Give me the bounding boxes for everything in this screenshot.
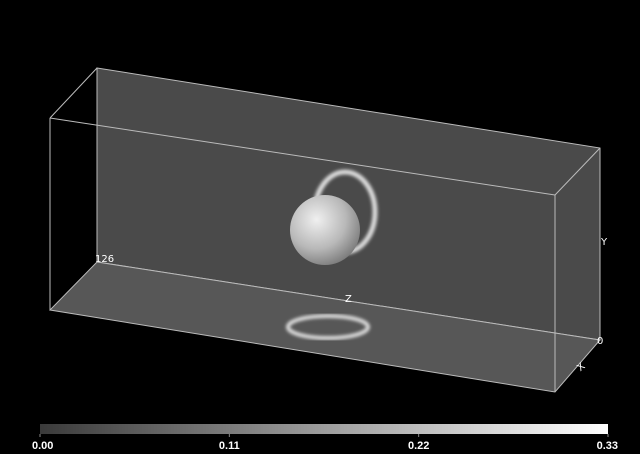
axis-label: 126 xyxy=(95,254,114,265)
axis-label: Z xyxy=(345,294,352,305)
colorbar-tick-label: 0.11 xyxy=(219,440,240,452)
sphere xyxy=(290,195,360,265)
visualization: 126 Z Y 0 X 0.000.110.220.33 xyxy=(0,0,640,454)
colorbar-tick-label: 0.33 xyxy=(597,440,618,452)
axis-label: Y xyxy=(600,237,608,248)
colorbar-tick-label: 0.00 xyxy=(32,440,53,452)
colorbar-tick-label: 0.22 xyxy=(408,440,429,452)
colorbar xyxy=(40,424,608,434)
axis-label: 0 xyxy=(597,336,603,347)
